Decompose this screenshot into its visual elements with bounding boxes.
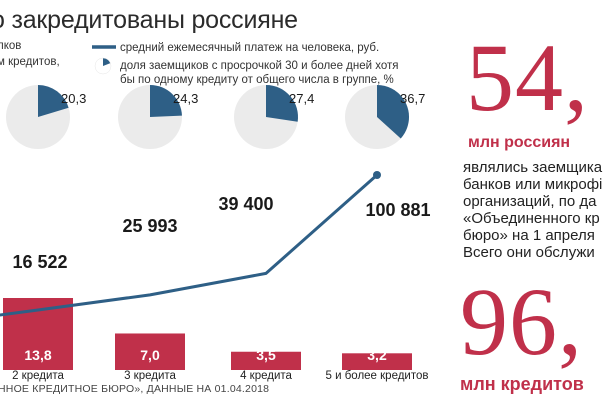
legend-pie-swatch xyxy=(103,58,111,66)
category-label-2: 3 кредита xyxy=(124,370,176,382)
legend-left-2: м кредитов, xyxy=(0,56,60,68)
legend-left-1: лков xyxy=(0,40,22,52)
payment-value-label-3: 39 400 xyxy=(218,194,273,214)
pie-value-label-2: 24,3 xyxy=(173,91,198,106)
stat-54: 54, xyxy=(466,24,589,131)
legend-line-label: средний ежемесячный платеж на человека, … xyxy=(120,42,380,54)
stat-54-unit: млн россиян xyxy=(468,134,571,151)
bar-3 xyxy=(231,351,301,370)
category-label-1: 2 кредита xyxy=(12,370,64,382)
payment-value-label-1: 16 522 xyxy=(12,252,67,272)
bar-value-label-1: 13,8 xyxy=(24,347,51,363)
pie-value-label-3: 27,4 xyxy=(289,91,314,106)
stat-96: 96, xyxy=(460,268,583,375)
stat-96-unit: млн кредитов xyxy=(460,374,584,394)
bar-value-label-3: 3,5 xyxy=(256,347,276,363)
bar-4 xyxy=(342,353,412,370)
pie-slice-4 xyxy=(377,85,410,139)
payment-line xyxy=(0,173,378,317)
pie-slice-3 xyxy=(266,85,299,122)
payment-point-4 xyxy=(373,171,381,179)
pie-slice-1 xyxy=(38,85,69,117)
pie-value-label-1: 20,3 xyxy=(61,91,86,106)
source-note: ННОЕ КРЕДИТНОЕ БЮРО», ДАННЫЕ НА 01.04.20… xyxy=(0,383,270,395)
bar-2 xyxy=(115,333,185,370)
category-label-3: 4 кредита xyxy=(240,370,292,382)
pie-slice-2 xyxy=(150,85,182,117)
stat-54-description: являлись заемщика банков или микрофі орг… xyxy=(463,159,603,261)
legend-pie-label-2: бы по одному кредиту от общего числа в г… xyxy=(120,74,394,86)
pie-value-label-4: 36,7 xyxy=(400,91,425,106)
category-label-4: 5 и более кредитов xyxy=(326,370,429,382)
bar-value-label-2: 7,0 xyxy=(140,347,160,363)
chart-title: о закредитованы россияне xyxy=(0,6,298,34)
payment-value-label-4: 100 881 xyxy=(365,200,430,220)
bar-value-label-4: 3,2 xyxy=(367,347,387,363)
legend-pie-label-1: доля заемщиков с просрочкой 30 и более д… xyxy=(120,60,399,72)
payment-value-label-2: 25 993 xyxy=(122,216,177,236)
